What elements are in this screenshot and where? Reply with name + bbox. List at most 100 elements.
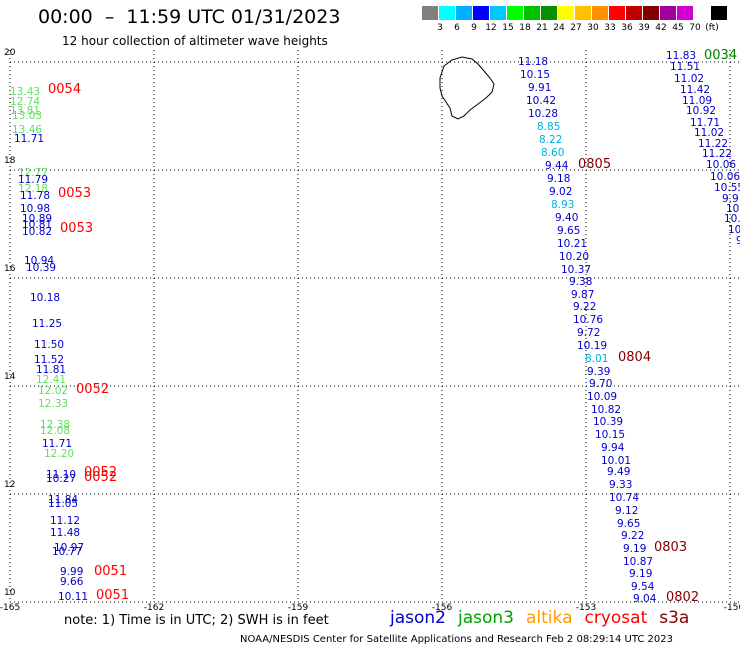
legend-swatch xyxy=(507,6,523,20)
legend-swatch xyxy=(677,6,693,20)
wave-height-value: 9.44 xyxy=(545,160,569,172)
legend-label: 21 xyxy=(536,23,548,33)
wave-height-value: 8.85 xyxy=(537,121,561,133)
wave-height-value: 10.19 xyxy=(577,340,608,352)
wave-height-value: 10.6 xyxy=(726,203,740,215)
wave-height-value: 10.37 xyxy=(561,264,592,276)
wave-height-value: 9.91 xyxy=(528,82,552,94)
wave-height-value: 10.21 xyxy=(557,238,588,250)
wave-height-value: 8.60 xyxy=(541,147,565,159)
wave-height-value: 12.08 xyxy=(40,425,71,437)
map-title: 00:00 – 11:59 UTC 01/31/2023 xyxy=(38,6,341,28)
wave-height-value: 9.9 xyxy=(722,193,739,205)
longitude-label: -162 xyxy=(143,603,165,613)
wave-height-value: 11.25 xyxy=(32,318,63,330)
wave-height-value: 10.87 xyxy=(623,556,654,568)
wave-height-value: 10.06 xyxy=(706,159,737,171)
wave-height-value: 10.77 xyxy=(52,546,83,558)
wave-height-value: 11.02 xyxy=(694,127,725,139)
pass-time-label: 0051 xyxy=(96,588,130,603)
wave-height-value: 10 xyxy=(728,224,740,236)
wave-height-value: 9.39 xyxy=(587,366,611,378)
wave-height-value: 10.81 xyxy=(22,219,53,231)
wave-height-value: 8.01 xyxy=(585,353,609,365)
legend-swatch xyxy=(575,6,591,20)
pass-time-label: 0802 xyxy=(666,590,700,605)
wave-height-value: 13.81 xyxy=(10,105,41,117)
wave-height-value: 11.71 xyxy=(14,133,45,145)
pass-time-label: 0052 xyxy=(76,382,110,397)
latitude-label: 14 xyxy=(4,372,16,382)
legend-swatch xyxy=(439,6,455,20)
wave-height-value: 13.03 xyxy=(12,110,43,122)
wave-height-value: 12.74 xyxy=(10,96,41,108)
wave-height-value: 12.18 xyxy=(18,183,49,195)
wave-height-value: 9.04 xyxy=(633,593,657,605)
legend-label: 12 xyxy=(485,23,497,33)
wave-height-value: 11.50 xyxy=(34,339,65,351)
latitude-label: 10 xyxy=(4,588,16,598)
wave-height-value: 10.11 xyxy=(58,591,89,603)
legend-swatch xyxy=(626,6,642,20)
map-subtitle: 12 hour collection of altimeter wave hei… xyxy=(62,34,328,48)
legend-swatch xyxy=(541,6,557,20)
wave-height-value: 11.83 xyxy=(666,50,697,62)
pass-time-label: 0051 xyxy=(94,564,128,579)
satellite-name: jason2 xyxy=(390,608,446,628)
wave-height-value: 9.40 xyxy=(555,212,579,224)
legend-swatch xyxy=(490,6,506,20)
pass-time-label: 0805 xyxy=(578,157,612,172)
wave-height-value: 11.18 xyxy=(518,56,549,68)
footer-credit: NOAA/NESDIS Center for Satellite Applica… xyxy=(240,634,673,645)
satellite-name: altika xyxy=(526,608,573,628)
wave-height-value: 9.22 xyxy=(573,301,597,313)
wave-height-value: 11.52 xyxy=(34,354,65,366)
wave-height-value: 11.51 xyxy=(670,61,701,73)
map-gridlines xyxy=(9,50,740,603)
latitude-label: 16 xyxy=(4,264,16,274)
wave-height-value: 9.99 xyxy=(60,566,84,578)
wave-height-value: 10.92 xyxy=(686,105,717,117)
wave-height-value: 9.18 xyxy=(547,173,571,185)
legend-label: 3 xyxy=(437,23,443,33)
wave-height-value: 8.22 xyxy=(539,134,563,146)
legend-swatch xyxy=(660,6,676,20)
latitude-label: 20 xyxy=(4,48,16,58)
longitude-label: -156 xyxy=(431,603,453,613)
wave-height-value: 9.65 xyxy=(617,518,641,530)
wave-height-value: 10.42 xyxy=(526,95,557,107)
wave-height-value: 11.22 xyxy=(702,148,733,160)
wave-height-value: 10.28 xyxy=(528,108,559,120)
pass-time-label: 0054 xyxy=(48,82,82,97)
wave-height-value: 10.27 xyxy=(46,473,77,485)
legend-label: 30 xyxy=(587,23,599,33)
wave-height-value: 9.33 xyxy=(609,479,633,491)
hawaii-island-outline xyxy=(439,56,495,120)
wave-height-value: 10.18 xyxy=(30,292,61,304)
wave-height-value: 9.02 xyxy=(549,186,573,198)
wave-height-value: 12.20 xyxy=(44,448,75,460)
wave-height-value: 9.12 xyxy=(615,505,639,517)
wave-height-value: 10.82 xyxy=(591,404,622,416)
wave-height-value: 11.78 xyxy=(20,190,51,202)
satellite-name: jason3 xyxy=(458,608,514,628)
wave-height-value: 10.94 xyxy=(24,255,55,267)
legend-swatch xyxy=(422,6,438,20)
legend-swatch xyxy=(456,6,472,20)
latitude-label: 12 xyxy=(4,480,16,490)
longitude-label: -159 xyxy=(287,603,309,613)
wave-height-value: 10.15 xyxy=(595,429,626,441)
wave-height-value: 11.09 xyxy=(682,95,713,107)
legend-swatch xyxy=(558,6,574,20)
legend-label: 18 xyxy=(519,23,531,33)
wave-height-value: 10. xyxy=(724,213,740,225)
wave-height-value: 13.46 xyxy=(12,124,43,136)
wave-height-value: 11.48 xyxy=(50,527,81,539)
wave-height-value: 10.39 xyxy=(593,416,624,428)
legend-swatch xyxy=(524,6,540,20)
legend-label: 24 xyxy=(553,23,565,33)
wave-height-value: 12.41 xyxy=(36,374,67,386)
wave-height-value: 11.05 xyxy=(48,498,79,510)
longitude-label: -165 xyxy=(0,603,21,613)
legend-label: 36 xyxy=(621,23,633,33)
